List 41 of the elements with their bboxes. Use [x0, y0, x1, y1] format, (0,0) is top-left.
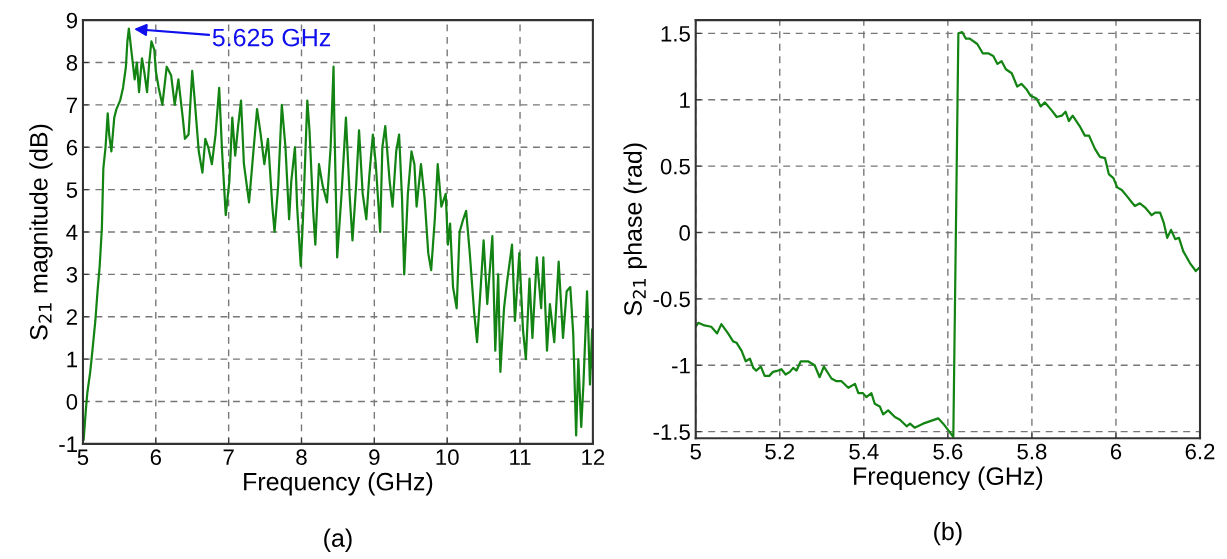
x-tick-label: 6	[150, 449, 161, 466]
x-tick-label: 7	[223, 449, 234, 465]
x-tick-label: 10	[436, 449, 459, 466]
y-tick-label: 0	[66, 394, 78, 410]
x-tick-label: 6	[1110, 443, 1122, 460]
x-tick-label: 11	[510, 449, 531, 465]
x-tick-label: 6.2	[1185, 443, 1215, 460]
x-tick-label: 8	[296, 449, 307, 466]
y-tick-label: 2	[66, 309, 77, 325]
x-tick-label: 5.8	[1017, 443, 1047, 460]
text: (a)	[324, 528, 352, 552]
x-axis-title: Frequency (GHz)	[244, 472, 433, 496]
line-series	[82, 27, 593, 441]
y-tick-label: 9	[66, 12, 78, 29]
x-tick-label: 5	[77, 449, 89, 466]
y-tick-label: -1	[672, 358, 690, 374]
x-tick-label: 9	[369, 449, 380, 466]
x-tick-label: 5.6	[933, 443, 963, 460]
y-tick-label: 1	[680, 92, 690, 108]
x-tick-label: 5.4	[849, 443, 879, 460]
text: (b)	[934, 521, 962, 546]
y-axis-title: S$_{21}$ phase (rad)	[623, 143, 647, 316]
y-tick-label: 4	[66, 224, 78, 241]
y-tick-label: -1.5	[653, 424, 690, 440]
x-tick-label: 5.2	[765, 443, 795, 460]
x-axis-title: Frequency (GHz)	[854, 466, 1043, 490]
y-axis-title: S$_{21}$ magnitude (dB)	[29, 124, 53, 340]
x-tick-label: 5	[690, 443, 701, 460]
y-tick-label: 0.5	[660, 158, 690, 175]
y-tick-label: 1	[67, 351, 77, 368]
x-tick-label: 12	[582, 449, 605, 465]
y-tick-label: 0	[679, 225, 690, 241]
y-tick-label: 1.5	[661, 26, 690, 42]
y-tick-label: 6	[66, 139, 78, 156]
annotation: 5.625 GHz	[212, 28, 331, 47]
y-tick-label: -1	[59, 436, 77, 452]
y-tick-label: 7	[66, 97, 77, 113]
y-tick-label: 3	[66, 266, 78, 283]
y-tick-label: 5	[66, 182, 78, 198]
y-tick-label: 8	[66, 55, 78, 71]
y-tick-label: -0.5	[653, 291, 690, 308]
